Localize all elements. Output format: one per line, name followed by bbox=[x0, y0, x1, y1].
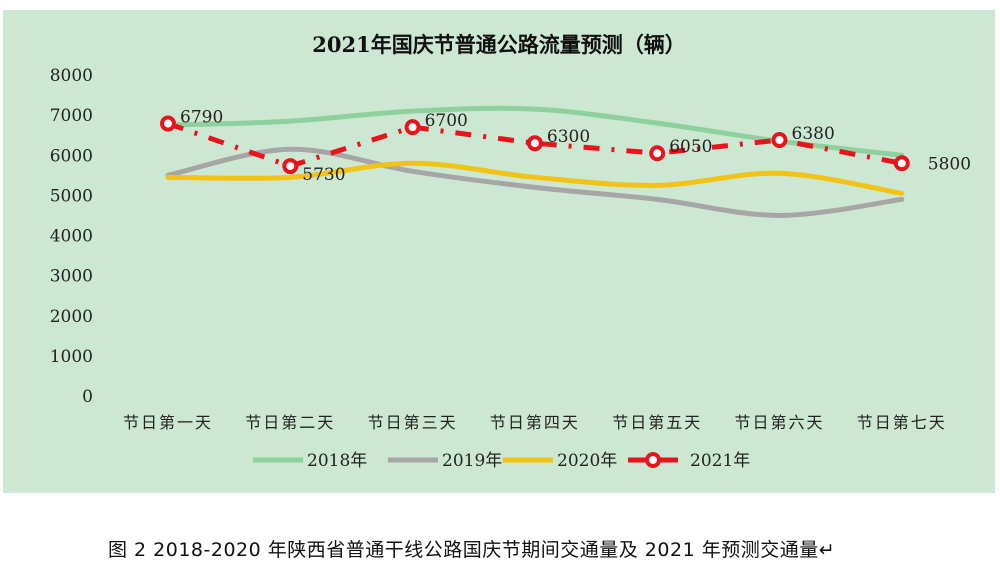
y-tick-label: 4000 bbox=[50, 227, 93, 247]
x-tick-label: 节日第五天 bbox=[612, 413, 702, 432]
y-tick-label: 3000 bbox=[50, 267, 93, 287]
legend-label-2021: 2021年 bbox=[690, 451, 750, 471]
x-tick-label: 节日第三天 bbox=[368, 413, 458, 432]
legend-label-2020: 2020年 bbox=[557, 451, 617, 471]
x-tick-label: 节日第四天 bbox=[490, 413, 580, 432]
data-label: 6380 bbox=[792, 124, 835, 144]
x-tick-label: 节日第二天 bbox=[245, 413, 335, 432]
series-2020-line bbox=[165, 160, 905, 196]
data-label: 6300 bbox=[547, 127, 590, 147]
series-2021-marker bbox=[526, 135, 543, 152]
series-2021-marker bbox=[282, 158, 299, 175]
y-tick-label: 7000 bbox=[50, 106, 93, 126]
data-label: 6700 bbox=[425, 111, 468, 131]
x-tick-label: 节日第七天 bbox=[857, 413, 947, 432]
y-tick-label: 2000 bbox=[50, 307, 93, 327]
chart-panel: 2021年国庆节普通公路流量预测（辆） 0 1000 2000 3000 4000 5000… bbox=[3, 10, 995, 493]
figure-caption: 图 2 2018-2020 年陕西省普通干线公路国庆节期间交通量及 2021 年… bbox=[108, 539, 836, 561]
series-2021-marker bbox=[404, 119, 421, 136]
x-tick-label: 节日第一天 bbox=[123, 413, 213, 432]
y-tick-label: 1000 bbox=[50, 347, 93, 367]
series-2019-line bbox=[165, 146, 905, 218]
series-2021-marker bbox=[649, 145, 666, 162]
series-2021-marker bbox=[771, 132, 788, 149]
legend-marker-2021 bbox=[645, 452, 661, 468]
y-tick-label: 0 bbox=[82, 387, 93, 407]
data-label: 5800 bbox=[928, 154, 971, 174]
data-label: 6050 bbox=[669, 137, 712, 157]
data-label: 5730 bbox=[302, 165, 345, 185]
legend-label-2019: 2019年 bbox=[442, 451, 502, 471]
chart-title: 2021年国庆节普通公路流量预测（辆） bbox=[312, 32, 685, 57]
y-tick-label: 8000 bbox=[50, 66, 93, 86]
data-label: 6790 bbox=[180, 108, 223, 128]
series-2021-marker bbox=[893, 155, 910, 172]
legend-label-2018: 2018年 bbox=[307, 451, 367, 471]
y-tick-label: 5000 bbox=[50, 186, 93, 206]
line-chart: 2021年国庆节普通公路流量预测（辆） 0 1000 2000 3000 4000 5000… bbox=[50, 32, 971, 471]
x-tick-label: 节日第六天 bbox=[734, 413, 824, 432]
y-tick-label: 6000 bbox=[50, 146, 93, 166]
series-2021-marker bbox=[160, 115, 176, 132]
